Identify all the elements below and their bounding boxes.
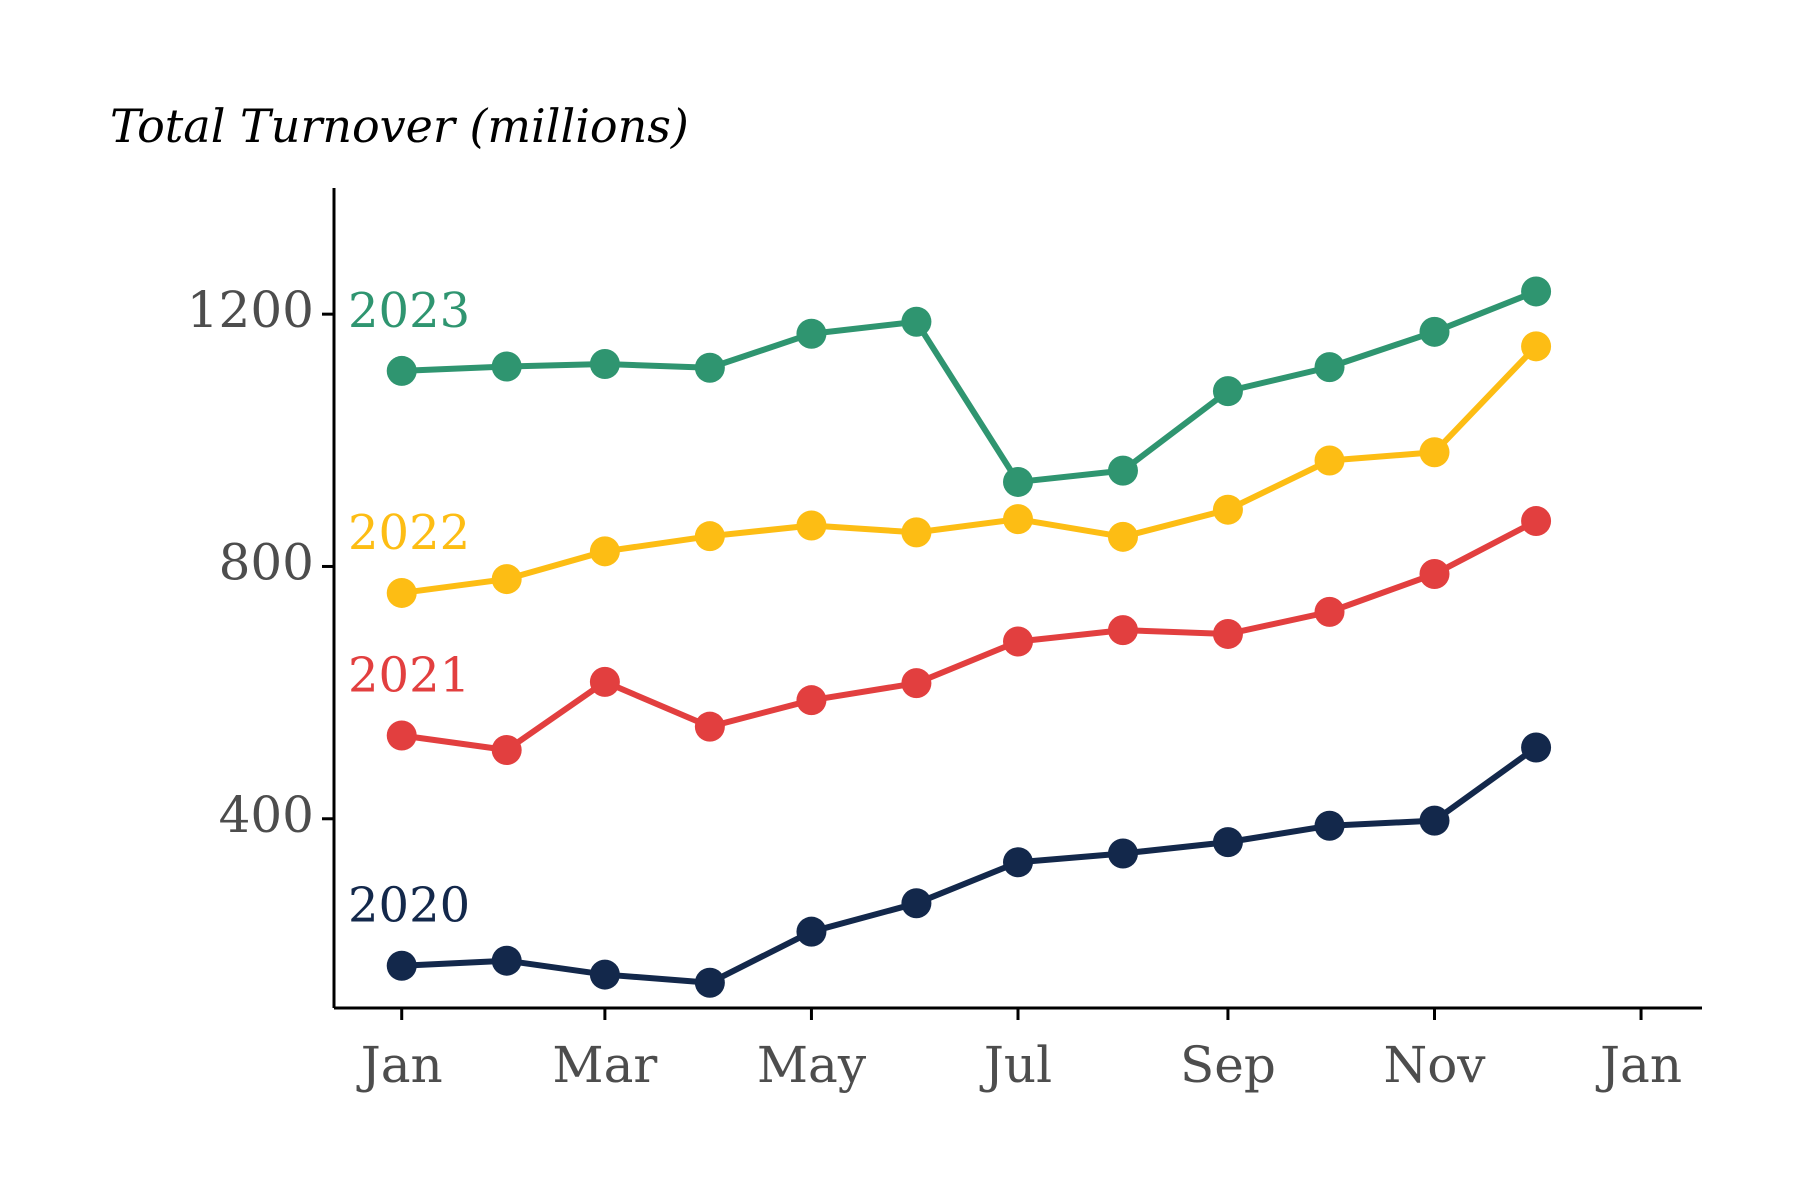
y-axis-title: Total Turnover (millions) (110, 99, 689, 153)
series-label: 2022 (348, 505, 470, 561)
data-point (1521, 732, 1552, 763)
data-point (386, 720, 417, 751)
series-label: 2020 (348, 878, 470, 934)
data-point (694, 352, 725, 383)
data-point (386, 355, 417, 386)
data-point (1419, 559, 1450, 590)
series-line (398, 288, 1540, 485)
data-point (1212, 827, 1243, 858)
data-point (901, 517, 932, 548)
data-point (1107, 521, 1138, 552)
series-label: 2023 (348, 283, 470, 339)
data-point (1521, 331, 1552, 362)
data-point (1419, 316, 1450, 347)
data-point (589, 348, 620, 379)
data-point (1521, 506, 1552, 537)
data-point (901, 888, 932, 919)
data-point (1107, 615, 1138, 646)
data-point (589, 959, 620, 990)
data-point (1003, 847, 1033, 878)
data-point (1003, 466, 1033, 497)
series-label: 2021 (348, 648, 470, 704)
data-point (1314, 810, 1345, 841)
data-point (491, 735, 522, 766)
y-tick-label: 1200 (187, 281, 314, 339)
data-point (491, 564, 522, 595)
series-layer (386, 276, 1552, 998)
series-2020 (386, 732, 1552, 998)
series-line (398, 343, 1540, 596)
series-line (398, 744, 1540, 986)
data-point (694, 711, 725, 742)
x-tick-label: Jul (979, 1036, 1052, 1094)
series-labels: 2020 2021 2022 2023 (348, 283, 470, 934)
series-2022 (386, 331, 1552, 608)
data-point (796, 916, 827, 947)
x-tick-label: Jan (356, 1036, 443, 1094)
data-point (589, 666, 620, 697)
data-point (491, 945, 522, 976)
x-tick-label: Sep (1180, 1036, 1276, 1094)
y-tick-label: 400 (219, 786, 314, 844)
data-point (589, 536, 620, 567)
data-point (1419, 805, 1450, 836)
data-point (1107, 455, 1138, 486)
data-point (694, 521, 725, 552)
data-point (796, 318, 827, 349)
data-point (1521, 276, 1552, 307)
x-axis-ticks: Jan Mar May Jul Sep Nov Jan (356, 1008, 1682, 1094)
data-point (386, 950, 417, 981)
data-point (1212, 618, 1243, 649)
x-tick-label: Mar (552, 1036, 657, 1094)
data-point (1314, 596, 1345, 627)
data-point (386, 577, 417, 608)
y-axis-ticks: 400 800 1200 (187, 281, 334, 844)
data-point (694, 967, 725, 998)
data-point (1314, 352, 1345, 383)
data-point (1212, 376, 1243, 407)
x-tick-label: May (757, 1036, 867, 1094)
data-point (796, 685, 827, 716)
data-point (796, 510, 827, 541)
data-point (491, 351, 522, 382)
series-2023 (386, 276, 1552, 497)
data-point (1003, 626, 1033, 657)
data-point (1212, 494, 1243, 525)
series-2021 (386, 506, 1552, 766)
x-tick-label: Nov (1383, 1036, 1486, 1094)
y-tick-label: 800 (219, 533, 314, 591)
series-line (398, 518, 1540, 754)
data-point (901, 668, 932, 699)
x-tick-label: Jan (1595, 1036, 1682, 1094)
data-point (1419, 437, 1450, 468)
data-point (1314, 445, 1345, 476)
data-point (1107, 838, 1138, 869)
data-point (901, 306, 932, 337)
data-point (1003, 504, 1033, 535)
